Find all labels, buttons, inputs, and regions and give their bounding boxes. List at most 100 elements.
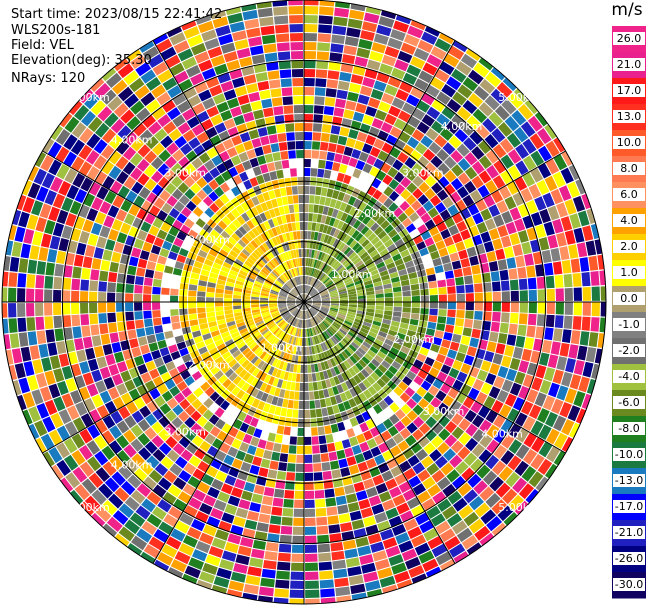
range-gate xyxy=(371,118,384,130)
range-gate xyxy=(535,326,545,339)
range-gate xyxy=(308,213,313,222)
range-gate xyxy=(148,252,159,263)
range-gate xyxy=(116,449,131,464)
range-gate xyxy=(527,313,537,326)
range-gate xyxy=(259,164,269,174)
range-gate xyxy=(382,278,391,285)
range-gate xyxy=(51,464,64,480)
range-gate xyxy=(224,503,238,516)
range-gate xyxy=(214,122,227,134)
range-gate xyxy=(180,224,191,235)
range-gate xyxy=(336,89,348,100)
range-gate xyxy=(101,500,118,516)
range-gate xyxy=(451,68,467,83)
range-gate xyxy=(115,209,128,222)
range-gate xyxy=(17,273,27,288)
range-gate xyxy=(80,314,90,326)
range-gate xyxy=(301,249,304,258)
range-gate xyxy=(166,449,180,463)
range-gate xyxy=(334,98,347,109)
range-gate xyxy=(299,391,304,400)
range-gate xyxy=(90,99,106,116)
range-gate xyxy=(454,199,467,212)
range-gate xyxy=(464,180,477,194)
range-gate xyxy=(295,328,299,337)
range-gate xyxy=(497,365,509,379)
range-gate xyxy=(371,178,382,189)
range-gate xyxy=(416,241,427,251)
range-gate xyxy=(366,375,376,385)
range-gate xyxy=(161,202,173,214)
range-gate xyxy=(164,265,174,274)
range-gate xyxy=(464,216,476,229)
range-gate xyxy=(244,260,253,268)
range-gate xyxy=(594,348,603,364)
range-gate xyxy=(368,331,378,339)
range-gate xyxy=(90,324,100,336)
range-gate xyxy=(326,359,333,369)
range-gate xyxy=(421,92,435,106)
range-gate xyxy=(114,533,130,547)
range-gate xyxy=(321,296,330,300)
range-gate xyxy=(268,238,276,248)
range-gate xyxy=(324,197,332,207)
range-gate xyxy=(239,422,250,433)
range-gate xyxy=(235,450,246,461)
range-gate xyxy=(299,382,304,391)
range-gate xyxy=(408,212,420,223)
range-gate xyxy=(310,231,315,240)
range-gate xyxy=(384,113,397,126)
range-gate xyxy=(296,328,300,337)
range-gate xyxy=(358,498,371,510)
range-gate xyxy=(376,422,387,434)
range-gate xyxy=(279,453,289,463)
range-gate xyxy=(357,248,366,257)
range-gate xyxy=(183,176,196,188)
range-gate xyxy=(221,170,232,182)
range-gate xyxy=(8,287,17,302)
range-gate xyxy=(289,436,297,445)
range-gate xyxy=(367,362,377,372)
range-gate xyxy=(363,478,375,490)
range-gate xyxy=(260,307,269,312)
range-gate xyxy=(394,59,409,72)
range-gate xyxy=(382,174,393,186)
range-gate xyxy=(468,92,484,108)
range-gate xyxy=(239,442,250,453)
range-gate xyxy=(426,106,441,120)
range-gate xyxy=(287,281,294,289)
range-gate xyxy=(22,392,36,409)
range-gate xyxy=(234,283,244,289)
range-gate xyxy=(184,375,195,387)
range-gate xyxy=(369,50,384,63)
range-gate xyxy=(458,432,472,446)
range-gate xyxy=(341,244,349,253)
range-gate xyxy=(263,487,275,497)
range-gate xyxy=(226,146,238,158)
range-gate xyxy=(392,286,402,293)
range-gate xyxy=(233,305,242,310)
range-gate xyxy=(201,29,217,42)
range-gate xyxy=(344,224,353,234)
range-gate xyxy=(125,311,134,321)
range-gate xyxy=(287,372,293,382)
range-gate xyxy=(578,376,590,393)
range-gate xyxy=(265,200,274,210)
range-gate xyxy=(301,302,304,310)
range-gate xyxy=(5,349,14,365)
range-gate xyxy=(271,237,279,246)
range-gate xyxy=(66,184,80,200)
range-gate xyxy=(316,516,328,526)
range-gate xyxy=(447,286,456,294)
range-gate xyxy=(416,386,427,398)
range-gate xyxy=(483,350,495,363)
range-gate xyxy=(393,306,402,312)
range-gate xyxy=(260,232,268,242)
range-gate xyxy=(353,339,362,347)
range-gate xyxy=(279,291,288,296)
range-gate xyxy=(269,386,277,396)
range-gate xyxy=(223,89,237,101)
range-gate xyxy=(295,337,299,346)
range-gate xyxy=(343,45,358,56)
range-gate xyxy=(124,213,136,226)
